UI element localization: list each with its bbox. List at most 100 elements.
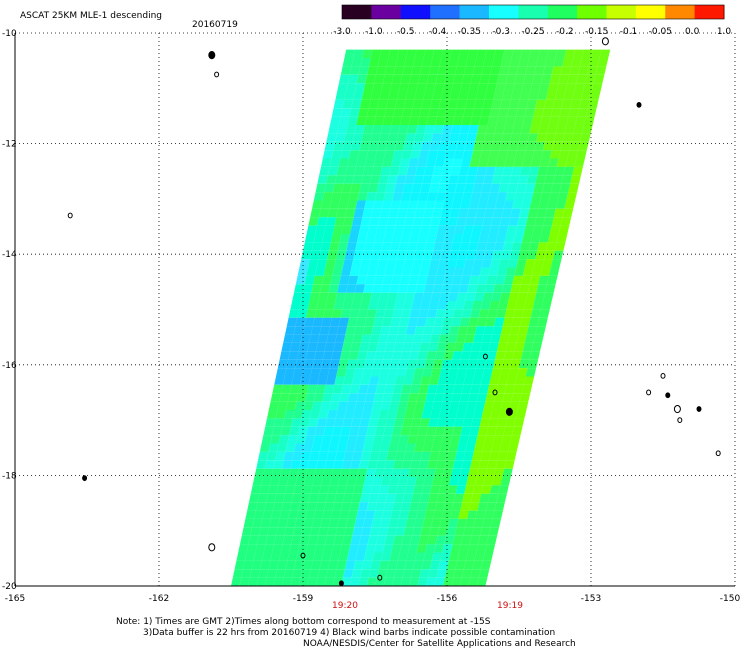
wind-cell [326, 334, 337, 343]
wind-cell [313, 393, 324, 402]
wind-cell [359, 418, 370, 427]
wind-cell [377, 493, 388, 503]
wind-cell [407, 200, 419, 209]
wind-cell [474, 58, 486, 67]
wind-cell [417, 234, 429, 243]
wind-cell [473, 443, 485, 452]
wind-cell [428, 301, 440, 310]
wind-cell [350, 342, 361, 352]
wind-cell [472, 66, 484, 75]
wind-cell [463, 376, 474, 385]
time-label-east: 19:19 [497, 601, 523, 611]
wind-cell [347, 275, 359, 285]
wind-cell [451, 502, 463, 511]
wind-cell [372, 359, 383, 369]
wind-cell [465, 518, 476, 528]
wind-cell [333, 141, 344, 151]
wind-cell [292, 451, 303, 461]
wind-cell [490, 259, 501, 268]
wind-cell [472, 410, 484, 419]
wind-cell [336, 326, 348, 335]
wind-cell [374, 426, 386, 436]
wind-cell [353, 485, 364, 494]
wind-cell [304, 435, 315, 444]
wind-cell [505, 342, 517, 352]
wind-cell [396, 443, 408, 452]
wind-cell [498, 66, 510, 75]
wind-cell [375, 384, 386, 394]
wind-cell [397, 401, 408, 410]
wind-cell [352, 292, 364, 301]
wind-cell [488, 192, 499, 201]
wind-cell [310, 485, 321, 494]
wind-cell [521, 384, 533, 394]
wind-cell [414, 552, 426, 561]
wind-cell [320, 518, 331, 528]
wind-cell [523, 225, 535, 234]
wind-cell [338, 477, 349, 486]
wind-cell [488, 418, 499, 427]
wind-cell [291, 535, 302, 545]
wind-cell [352, 410, 364, 419]
wind-cell [437, 183, 449, 193]
wind-cell [423, 552, 434, 561]
wind-cell [505, 418, 516, 427]
wind-cell [482, 292, 494, 301]
wind-cell [528, 242, 540, 251]
wind-cell [473, 217, 485, 226]
wind-cell [400, 74, 412, 84]
wind-cell [507, 66, 519, 75]
wind-cell [429, 527, 440, 536]
wind-cell [277, 359, 289, 369]
wind-cell [440, 552, 451, 561]
wind-cell [486, 200, 497, 209]
wind-cell [311, 443, 322, 452]
wind-data-swath [231, 49, 611, 586]
wind-cell [375, 267, 387, 276]
wind-cell [465, 175, 477, 184]
wind-cell [549, 74, 561, 84]
wind-cell [411, 301, 422, 310]
wind-cell [443, 116, 455, 125]
wind-cell [333, 342, 344, 352]
colorbar-segment [547, 5, 578, 19]
wind-cell [384, 535, 395, 545]
wind-cell [500, 58, 512, 67]
wind-cell [299, 301, 310, 310]
wind-cell [424, 125, 436, 134]
wind-cell [335, 133, 346, 142]
wind-cell [488, 74, 499, 84]
wind-cell [402, 569, 413, 578]
wind-cell [518, 250, 529, 260]
wind-cell [329, 158, 341, 167]
wind-cell [412, 334, 424, 343]
wind-cell [582, 125, 593, 134]
wind-cell [303, 401, 314, 410]
wind-cell [436, 108, 448, 117]
wind-cell [437, 527, 448, 536]
wind-cell [337, 518, 348, 528]
wind-cell [324, 577, 335, 586]
wind-cell [273, 418, 285, 427]
wind-cell [290, 418, 302, 427]
wind-cell [391, 74, 403, 84]
wind-cell [463, 560, 475, 570]
wind-cell [478, 569, 490, 578]
wind-cell [547, 83, 559, 92]
wind-cell [461, 74, 473, 84]
wind-cell [387, 368, 399, 377]
wind-cell [339, 393, 350, 402]
wind-cell [421, 560, 432, 570]
wind-cell [463, 66, 475, 75]
wind-cell [310, 208, 321, 218]
wind-cell [360, 217, 372, 226]
wind-cell [563, 166, 575, 176]
wind-cell [507, 334, 518, 343]
wind-cell [491, 368, 502, 377]
wind-cell [492, 133, 504, 142]
wind-cell [445, 342, 456, 352]
wind-cell [549, 225, 561, 234]
wind-cell [309, 451, 320, 461]
wind-cell [411, 376, 423, 385]
wind-cell [578, 66, 589, 75]
